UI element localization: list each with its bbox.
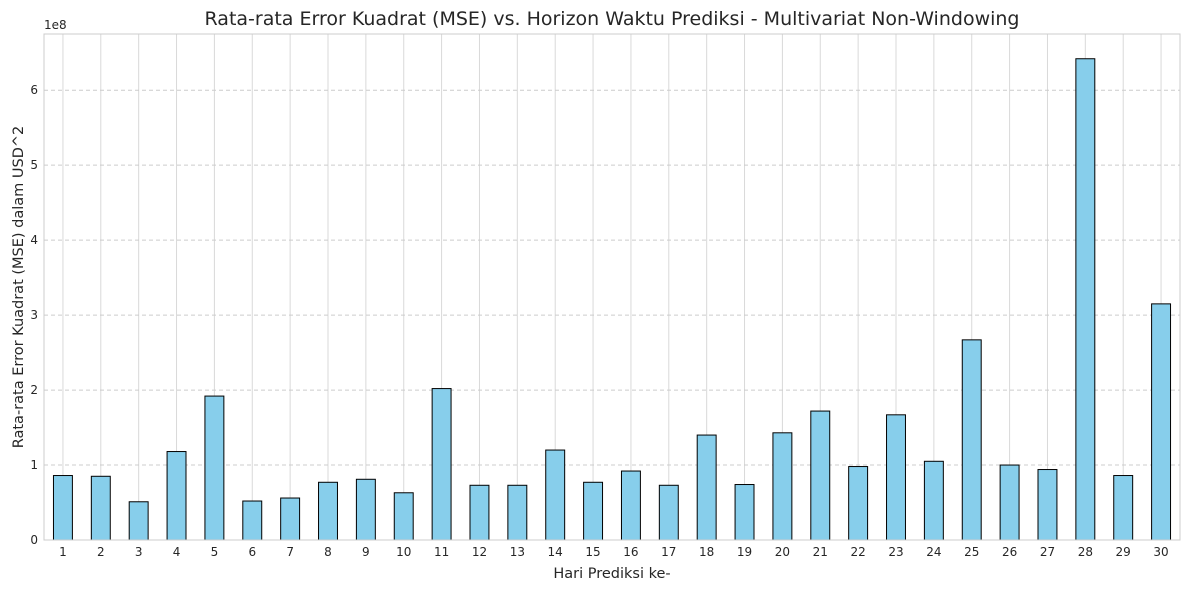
x-tick-label: 6 — [248, 545, 256, 559]
x-tick-label: 9 — [362, 545, 370, 559]
bar-day-17 — [658, 484, 679, 541]
x-tick-label: 17 — [661, 545, 676, 559]
x-tick-label: 18 — [699, 545, 714, 559]
x-tick-label: 27 — [1040, 545, 1055, 559]
bar-day-18 — [696, 434, 717, 541]
bar-day-27 — [1037, 469, 1058, 541]
bar-day-3 — [128, 501, 149, 541]
y-tick-label: 2 — [30, 383, 38, 397]
bar-day-26 — [999, 464, 1020, 541]
bar-day-22 — [848, 466, 869, 541]
bar-day-2 — [90, 475, 111, 541]
chart-title: Rata-rata Error Kuadrat (MSE) vs. Horizo… — [205, 8, 1020, 30]
y-tick-label: 1 — [30, 458, 38, 472]
x-tick-label: 28 — [1078, 545, 1093, 559]
bar-day-16 — [620, 470, 641, 541]
y-tick-label: 5 — [30, 158, 38, 172]
x-tick-label: 20 — [775, 545, 790, 559]
x-tick-label: 12 — [472, 545, 487, 559]
bar-day-15 — [583, 481, 604, 541]
x-tick-label: 10 — [396, 545, 411, 559]
bar-day-7 — [280, 497, 301, 541]
y-tick-label: 3 — [30, 308, 38, 322]
y-axis-title: Rata-rata Error Kuadrat (MSE) dalam USD^… — [11, 126, 27, 449]
bar-day-23 — [886, 414, 906, 541]
bars — [52, 58, 1172, 541]
x-tick-label: 30 — [1153, 545, 1168, 559]
bar-day-21 — [810, 410, 831, 541]
bar-day-12 — [469, 484, 490, 541]
bar-day-24 — [923, 460, 944, 541]
x-tick-label: 3 — [135, 545, 143, 559]
x-tick-label: 24 — [926, 545, 941, 559]
x-tick-label: 23 — [888, 545, 903, 559]
bar-day-28 — [1075, 58, 1096, 541]
bar-day-8 — [318, 481, 338, 541]
x-tick-label: 29 — [1116, 545, 1131, 559]
x-tick-label: 21 — [813, 545, 828, 559]
x-tick-label: 13 — [510, 545, 525, 559]
bar-day-10 — [393, 492, 414, 541]
x-tick-label: 4 — [173, 545, 181, 559]
x-tick-label: 1 — [59, 545, 67, 559]
x-tick-label: 8 — [324, 545, 332, 559]
bar-day-6 — [242, 500, 263, 541]
x-tick-label: 5 — [211, 545, 219, 559]
x-tick-label: 15 — [585, 545, 600, 559]
y-axis-offset-label: 1e8 — [44, 18, 67, 32]
x-tick-label: 25 — [964, 545, 979, 559]
bar-day-29 — [1113, 475, 1134, 541]
x-tick-label: 16 — [623, 545, 638, 559]
bar-day-9 — [355, 478, 376, 541]
bar-day-19 — [734, 484, 755, 541]
tick-labels: 1 2 3 4 5 6 7 8 9 10 11 12 13 14 15 16 17 18 19 20 21 22 23 24 2… — [30, 83, 1168, 559]
plot-frame — [43, 33, 1181, 541]
x-tick-label: 11 — [434, 545, 449, 559]
x-tick-label: 19 — [737, 545, 752, 559]
x-tick-label: 22 — [850, 545, 865, 559]
x-tick-label: 26 — [1002, 545, 1017, 559]
y-tick-label: 0 — [30, 533, 38, 547]
bar-day-25 — [961, 339, 982, 541]
bar-day-20 — [772, 432, 793, 541]
bar-day-11 — [431, 388, 452, 541]
x-axis-title: Hari Prediksi ke- — [553, 566, 670, 582]
bar-day-30 — [1151, 303, 1172, 541]
y-tick-label: 4 — [30, 233, 38, 247]
x-tick-label: 14 — [548, 545, 563, 559]
x-tick-label: 7 — [286, 545, 294, 559]
bar-day-13 — [507, 484, 528, 541]
bar-day-5 — [204, 395, 225, 541]
bar-day-1 — [52, 475, 73, 541]
bar-day-14 — [545, 449, 566, 541]
bar-day-4 — [166, 451, 187, 541]
x-tick-label: 2 — [97, 545, 105, 559]
y-tick-label: 6 — [30, 83, 38, 97]
